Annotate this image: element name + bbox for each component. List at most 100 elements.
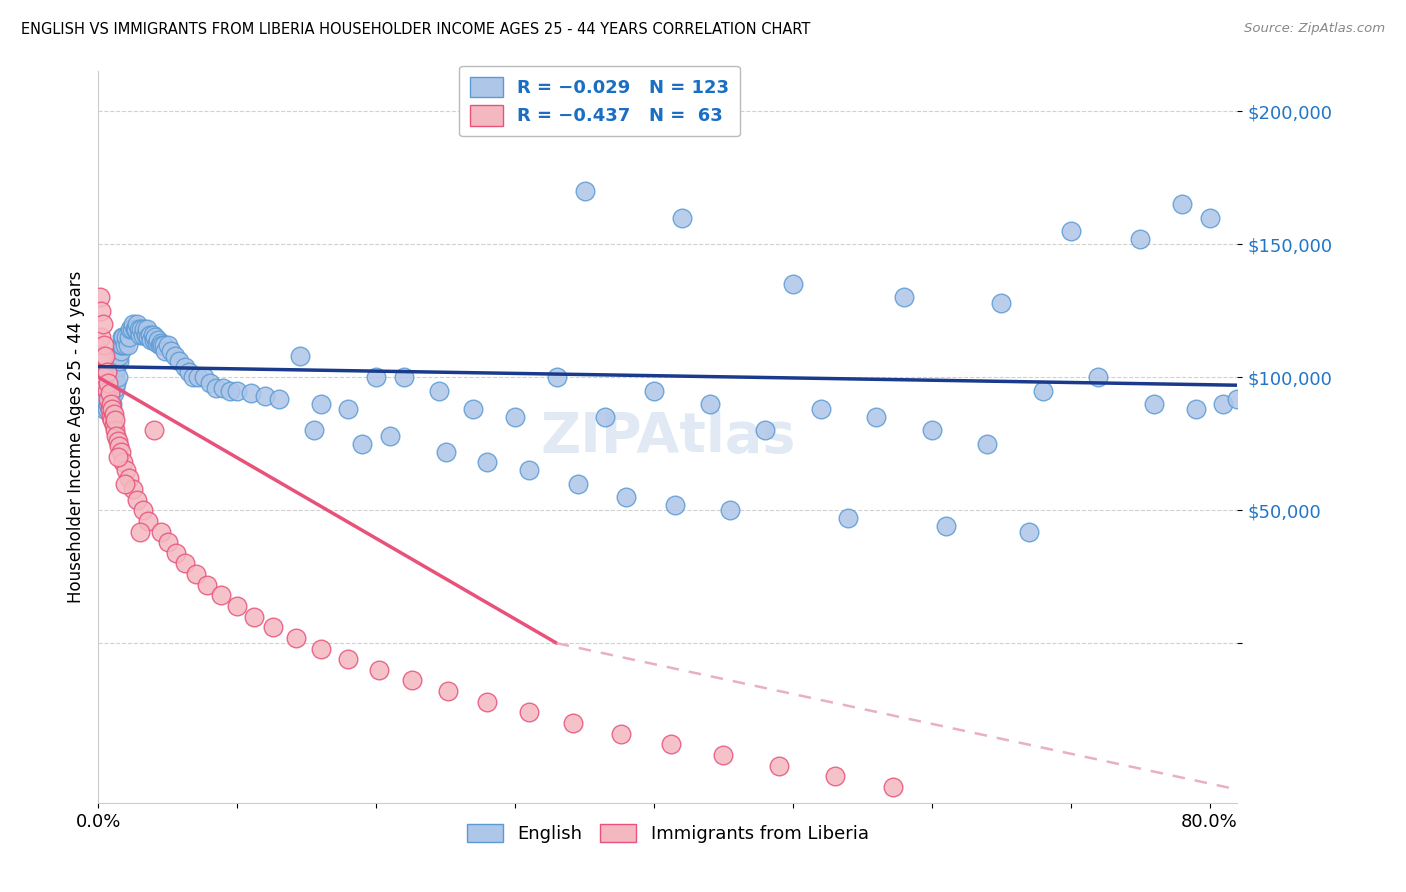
Point	[90, 330, 112, 344]
Point	[149, 524, 172, 539]
Point	[98, 370, 121, 384]
Point	[91, 370, 114, 384]
Point	[713, 747, 735, 762]
Point	[309, 641, 332, 656]
Point	[754, 424, 776, 438]
Point	[153, 343, 176, 358]
Point	[143, 424, 166, 438]
Point	[149, 335, 172, 350]
Point	[108, 354, 131, 368]
Point	[129, 524, 152, 539]
Point	[104, 413, 127, 427]
Point	[173, 359, 195, 374]
Point	[124, 322, 146, 336]
Point	[226, 384, 249, 398]
Point	[205, 381, 228, 395]
Point	[94, 349, 117, 363]
Point	[1032, 384, 1054, 398]
Point	[120, 322, 142, 336]
Point	[104, 381, 127, 395]
Point	[1018, 524, 1040, 539]
Point	[882, 780, 904, 794]
Point	[90, 303, 112, 318]
Point	[98, 386, 121, 401]
Point	[302, 424, 325, 438]
Point	[1198, 211, 1220, 225]
Point	[165, 546, 187, 560]
Point	[139, 327, 162, 342]
Point	[131, 322, 153, 336]
Point	[125, 322, 148, 336]
Point	[659, 737, 682, 751]
Point	[91, 349, 114, 363]
Point	[810, 402, 832, 417]
Point	[184, 567, 207, 582]
Point	[134, 322, 156, 336]
Point	[115, 463, 138, 477]
Point	[546, 370, 568, 384]
Text: Source: ZipAtlas.com: Source: ZipAtlas.com	[1244, 22, 1385, 36]
Point	[198, 376, 221, 390]
Point	[110, 444, 132, 458]
Point	[111, 330, 134, 344]
Point	[148, 338, 170, 352]
Point	[97, 397, 120, 411]
Point	[309, 397, 332, 411]
Point	[976, 436, 998, 450]
Point	[352, 436, 374, 450]
Point	[93, 338, 115, 352]
Point	[181, 370, 204, 384]
Point	[935, 519, 957, 533]
Point	[128, 322, 150, 336]
Point	[101, 376, 124, 390]
Point	[132, 327, 155, 342]
Point	[110, 338, 132, 352]
Point	[427, 384, 450, 398]
Point	[93, 370, 115, 384]
Point	[100, 410, 122, 425]
Point	[103, 408, 125, 422]
Point	[93, 384, 115, 398]
Point	[437, 684, 460, 698]
Point	[111, 338, 134, 352]
Point	[132, 503, 155, 517]
Point	[101, 413, 124, 427]
Point	[100, 392, 122, 406]
Point	[100, 397, 122, 411]
Point	[865, 410, 887, 425]
Point	[114, 338, 136, 352]
Point	[107, 450, 129, 464]
Point	[664, 498, 686, 512]
Point	[114, 476, 136, 491]
Point	[142, 327, 165, 342]
Point	[112, 455, 135, 469]
Legend: English, Immigrants from Liberia: English, Immigrants from Liberia	[458, 815, 877, 852]
Point	[146, 333, 169, 347]
Point	[209, 588, 232, 602]
Point	[159, 343, 181, 358]
Text: ENGLISH VS IMMIGRANTS FROM LIBERIA HOUSEHOLDER INCOME AGES 25 - 44 YEARS CORRELA: ENGLISH VS IMMIGRANTS FROM LIBERIA HOUSE…	[21, 22, 810, 37]
Point	[337, 402, 360, 417]
Point	[609, 726, 631, 740]
Point	[163, 349, 186, 363]
Point	[167, 354, 190, 368]
Point	[89, 290, 111, 304]
Point	[177, 365, 200, 379]
Point	[368, 663, 391, 677]
Point	[366, 370, 388, 384]
Point	[97, 381, 120, 395]
Point	[195, 577, 218, 591]
Point	[105, 376, 128, 390]
Point	[567, 476, 589, 491]
Point	[107, 434, 129, 448]
Point	[262, 620, 284, 634]
Point	[517, 463, 540, 477]
Point	[1226, 392, 1249, 406]
Point	[135, 327, 157, 342]
Point	[562, 716, 585, 731]
Point	[187, 370, 209, 384]
Point	[93, 402, 115, 417]
Point	[1184, 402, 1206, 417]
Point	[574, 184, 596, 198]
Point	[267, 392, 290, 406]
